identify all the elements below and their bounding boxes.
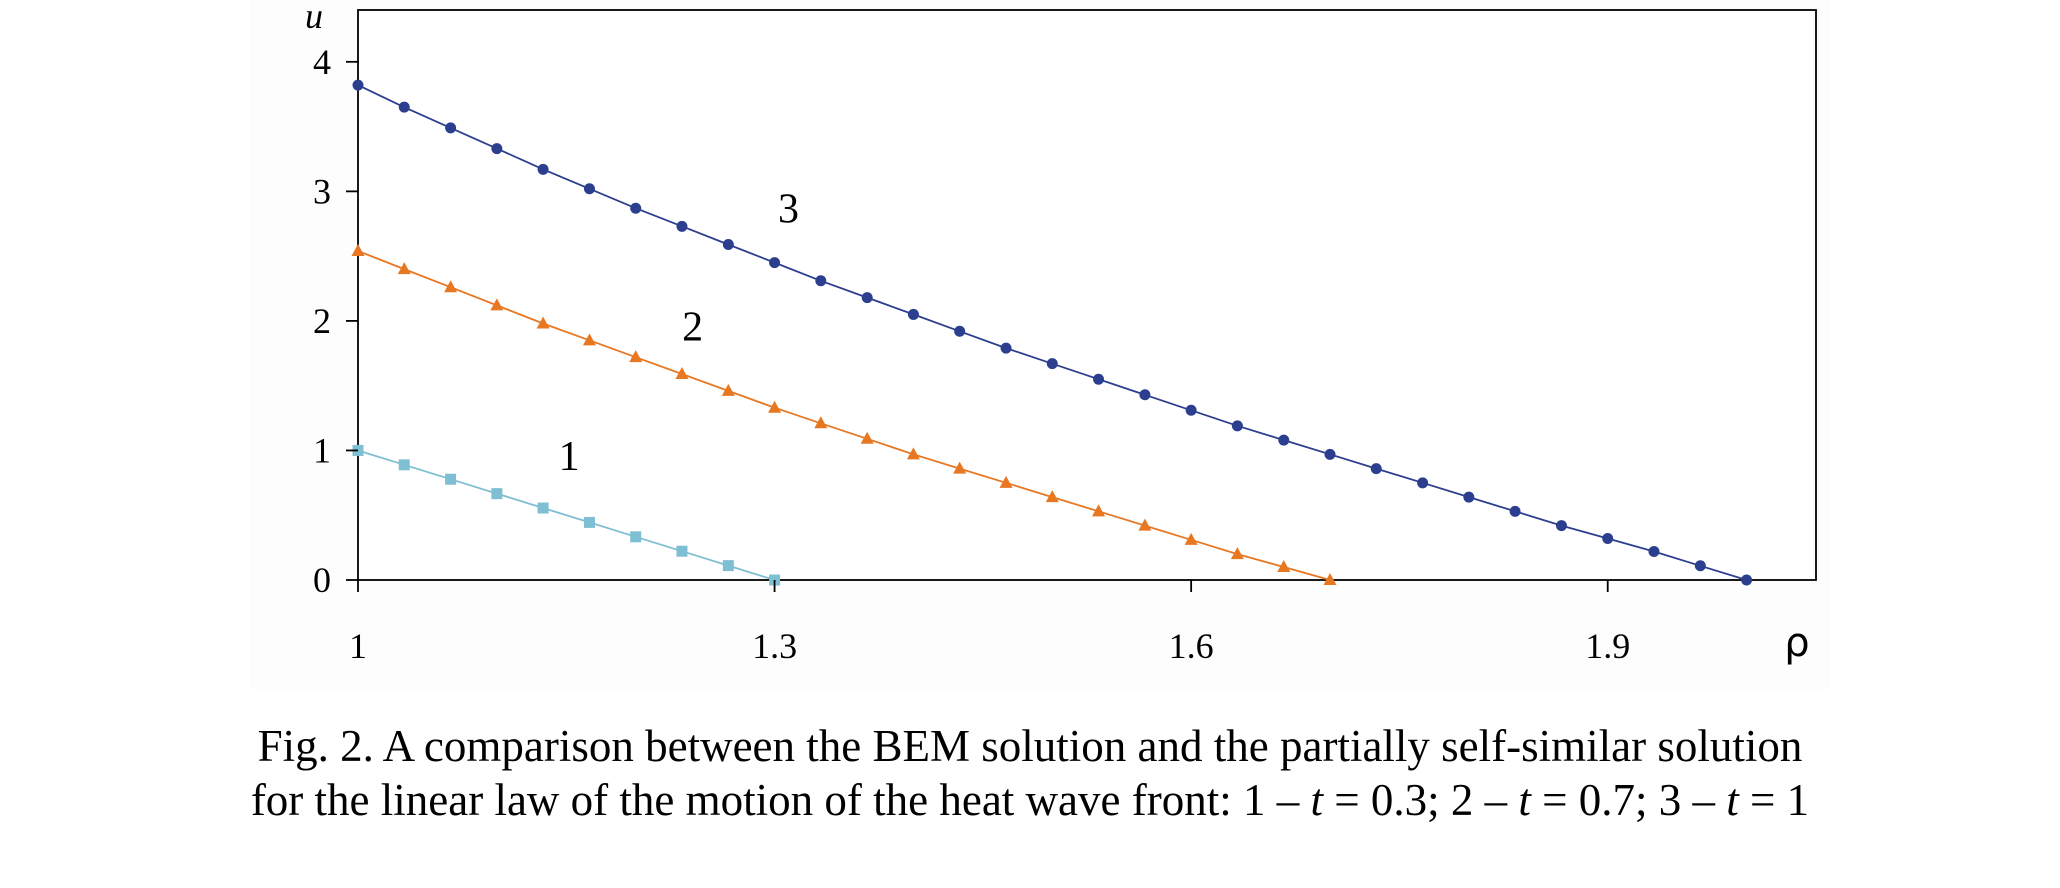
series-line-1 [357, 449, 775, 581]
data-point [815, 275, 827, 287]
data-point [1230, 547, 1244, 560]
data-point [1231, 420, 1243, 432]
data-point [583, 183, 595, 195]
data-point [953, 461, 967, 474]
caption-line-2-prefix: for the linear law of the motion of the … [250, 775, 1311, 825]
data-point [1138, 518, 1152, 531]
x-tick-label: 1 [349, 626, 367, 666]
y-tick-label: 4 [313, 42, 331, 82]
data-point [1323, 573, 1337, 585]
data-point [398, 101, 410, 113]
data-point [352, 79, 364, 91]
data-point [722, 560, 734, 572]
data-point [537, 163, 549, 175]
data-point [445, 122, 457, 134]
y-tick-label: 1 [313, 430, 331, 470]
data-point [1694, 560, 1706, 572]
data-point [907, 308, 919, 320]
plot-area [357, 9, 1817, 581]
figure-caption-line-2: for the linear law of the motion of the … [0, 774, 2060, 826]
series-label: 2 [682, 304, 703, 350]
data-point [490, 298, 504, 311]
data-point [1000, 342, 1012, 354]
data-point [351, 243, 365, 256]
data-point [1463, 491, 1475, 503]
data-point [1417, 477, 1429, 489]
caption-var-t: t [1310, 775, 1323, 825]
data-point [398, 459, 410, 471]
caption-var-t: t [1726, 775, 1739, 825]
data-point [1370, 463, 1382, 475]
series-label: 3 [778, 186, 799, 232]
data-point [721, 383, 735, 396]
data-point [491, 488, 503, 500]
x-tick-label: 1.6 [1169, 626, 1214, 666]
data-point [676, 220, 688, 232]
data-point [814, 416, 828, 429]
data-point [1278, 434, 1290, 446]
data-point [1555, 520, 1567, 532]
data-point [1277, 560, 1291, 573]
data-point [1184, 532, 1198, 545]
data-point [1185, 404, 1197, 416]
figure-caption-line-1: Fig. 2. A comparison between the BEM sol… [257, 721, 1803, 771]
y-tick-label: 2 [313, 301, 331, 341]
x-tick-label: 1.9 [1585, 626, 1630, 666]
caption-eq-2: = 0.7; 3 – [1530, 775, 1727, 825]
data-point [906, 447, 920, 460]
y-axis-label: u [305, 0, 323, 36]
x-axis-label: ρ [1784, 620, 1809, 666]
data-point [583, 516, 595, 528]
data-point [1045, 490, 1059, 503]
data-point [582, 333, 596, 346]
data-point [444, 280, 458, 293]
series-label: 1 [559, 434, 580, 480]
data-point [861, 292, 873, 304]
data-point [1324, 448, 1336, 460]
data-point [630, 202, 642, 214]
data-point [1092, 504, 1106, 517]
y-tick-label: 3 [313, 171, 331, 211]
caption-var-t: t [1518, 775, 1531, 825]
data-point [1648, 546, 1660, 557]
data-point [1741, 574, 1753, 586]
data-point [1093, 373, 1105, 385]
data-point [630, 531, 642, 543]
data-point [1046, 358, 1058, 370]
y-tick-label: 0 [313, 560, 331, 600]
x-tick-label: 1.3 [752, 626, 797, 666]
series-2: 2 [351, 243, 1337, 585]
data-point [675, 367, 689, 380]
data-point [629, 350, 643, 363]
data-point [860, 431, 874, 444]
data-point [954, 325, 966, 337]
series-3: 3 [352, 79, 1753, 586]
data-point [536, 316, 550, 329]
data-point [445, 473, 457, 485]
caption-eq-3: = 1 [1738, 775, 1810, 825]
data-point [768, 400, 782, 413]
data-point [1509, 505, 1521, 517]
caption-eq-1: = 0.3; 2 – [1322, 775, 1519, 825]
series-line-2 [357, 250, 1331, 581]
series-layer: 1 2 3 [351, 79, 1753, 586]
data-point [676, 545, 688, 557]
data-point [769, 257, 781, 269]
data-point [537, 502, 549, 514]
data-point [999, 475, 1013, 488]
data-point [722, 238, 734, 250]
data-point [397, 262, 411, 275]
data-point [491, 143, 503, 155]
data-point [1602, 533, 1614, 545]
data-point [1139, 389, 1151, 401]
